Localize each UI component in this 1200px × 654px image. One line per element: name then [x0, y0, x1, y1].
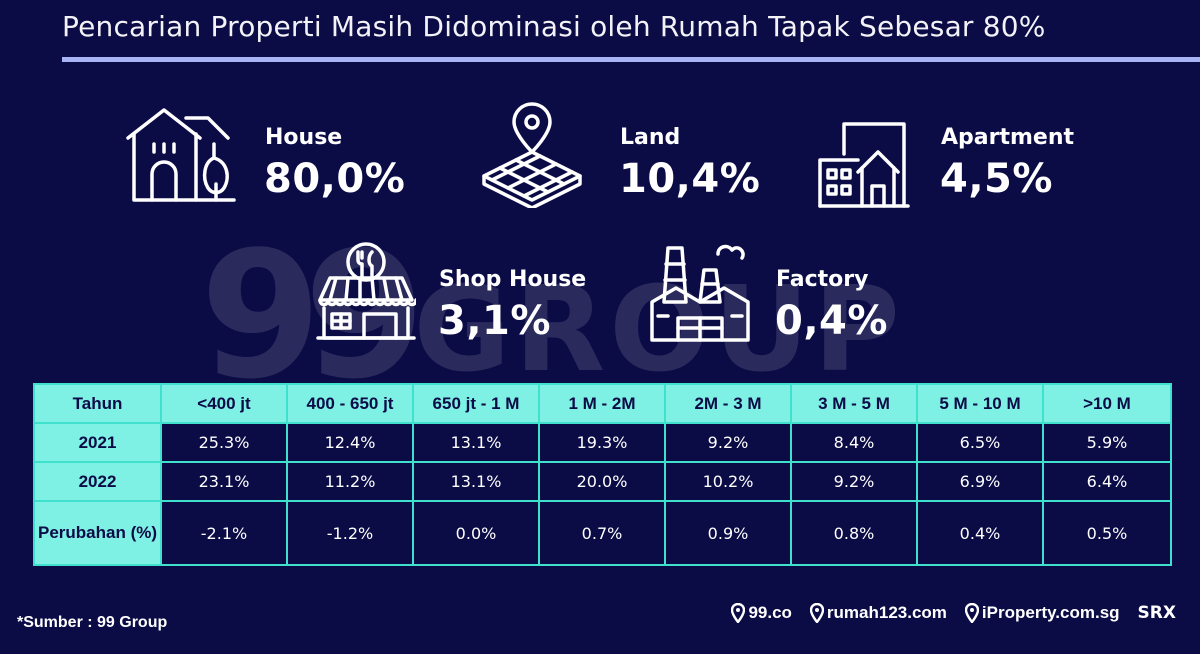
column-header: >10 M: [1042, 383, 1172, 424]
table-cell: -1.2%: [286, 500, 414, 566]
table-cell: 12.4%: [286, 422, 414, 463]
table-cell: 0.9%: [664, 500, 792, 566]
source-note: *Sumber : 99 Group: [17, 614, 168, 631]
location-pin-icon: [809, 603, 824, 623]
table-row: Perubahan (%) -2.1% -1.2% 0.0% 0.7% 0.9%…: [33, 500, 1172, 566]
category-percentage: 0,4%: [775, 298, 888, 344]
table-header-row: Tahun <400 jt 400 - 650 jt 650 jt - 1 M …: [33, 383, 1172, 424]
table-cell: 19.3%: [538, 422, 666, 463]
table-row: 2021 25.3% 12.4% 13.1% 19.3% 9.2% 8.4% 6…: [33, 422, 1172, 463]
category-name: Land: [620, 125, 681, 150]
table-cell: 0.7%: [538, 500, 666, 566]
table-cell: 20.0%: [538, 461, 666, 502]
column-header: <400 jt: [160, 383, 288, 424]
column-header: 2M - 3 M: [664, 383, 792, 424]
category-percentage: 10,4%: [619, 156, 761, 202]
brand-name: iProperty.com.sg: [981, 603, 1120, 622]
table-cell: 6.5%: [916, 422, 1044, 463]
table-cell: -2.1%: [160, 500, 288, 566]
table-cell: 0.5%: [1042, 500, 1172, 566]
house-icon: [126, 108, 236, 202]
category-name: House: [265, 125, 343, 150]
column-header: 3 M - 5 M: [790, 383, 918, 424]
location-pin-icon: [964, 603, 979, 623]
column-header: 650 jt - 1 M: [412, 383, 540, 424]
table-cell: 13.1%: [412, 461, 540, 502]
row-label: 2021: [33, 422, 162, 463]
table-row: 2022 23.1% 11.2% 13.1% 20.0% 10.2% 9.2% …: [33, 461, 1172, 502]
apartment-building-icon: [818, 122, 910, 208]
location-pin-icon: [731, 603, 746, 623]
brand-rumah123: rumah123.com: [809, 603, 947, 623]
table-cell: 0.8%: [790, 500, 918, 566]
column-header: 5 M - 10 M: [916, 383, 1044, 424]
brand-name: SRX: [1137, 603, 1176, 623]
category-name: Factory: [776, 267, 869, 292]
brand-99co: 99.co: [731, 603, 792, 623]
column-header: 1 M - 2M: [538, 383, 666, 424]
title-underline: [62, 57, 1200, 62]
table-cell: 0.4%: [916, 500, 1044, 566]
brand-srx: SRX: [1138, 603, 1176, 623]
column-header: Tahun: [33, 383, 162, 424]
category-percentage: 80,0%: [264, 156, 406, 202]
table-cell: 9.2%: [664, 422, 792, 463]
brand-iproperty: iProperty.com.sg: [964, 603, 1120, 623]
category-name: Apartment: [941, 125, 1075, 150]
land-plot-pin-icon: [482, 102, 582, 208]
brand-name: rumah123.com: [826, 603, 947, 622]
price-range-table: Tahun <400 jt 400 - 650 jt 650 jt - 1 M …: [33, 383, 1172, 566]
table-cell: 9.2%: [790, 461, 918, 502]
category-percentage: 3,1%: [438, 298, 551, 344]
watermark-group: GROUP: [413, 260, 904, 398]
table-cell: 5.9%: [1042, 422, 1172, 463]
table-cell: 13.1%: [412, 422, 540, 463]
table-cell: 23.1%: [160, 461, 288, 502]
brand-name: 99.co: [748, 603, 792, 622]
watermark: 99GROUP: [200, 215, 904, 418]
factory-icon: [650, 244, 750, 342]
table-cell: 6.9%: [916, 461, 1044, 502]
brand-logos: 99.co rumah123.com iProperty.com.sg SRX: [731, 603, 1176, 623]
page-title: Pencarian Properti Masih Didominasi oleh…: [62, 10, 1046, 43]
table-cell: 8.4%: [790, 422, 918, 463]
category-percentage: 4,5%: [940, 156, 1053, 202]
column-header: 400 - 650 jt: [286, 383, 414, 424]
table-cell: 6.4%: [1042, 461, 1172, 502]
shop-house-icon: [316, 242, 416, 340]
category-name: Shop House: [439, 267, 587, 292]
row-label: 2022: [33, 461, 162, 502]
row-label: Perubahan (%): [33, 500, 162, 566]
table-cell: 0.0%: [412, 500, 540, 566]
table-cell: 10.2%: [664, 461, 792, 502]
table-cell: 11.2%: [286, 461, 414, 502]
table-cell: 25.3%: [160, 422, 288, 463]
